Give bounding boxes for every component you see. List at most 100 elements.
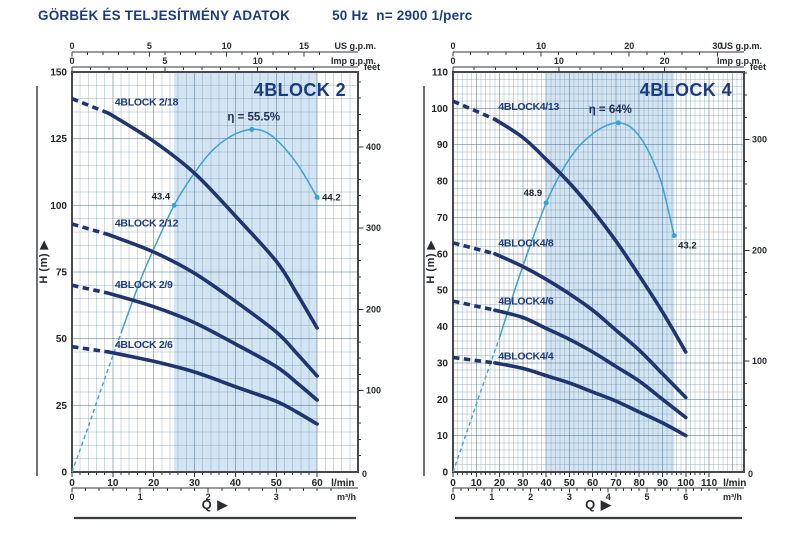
y-tick-label: 10	[437, 431, 449, 442]
x-axis-unit: l/min	[723, 478, 746, 489]
chart-title: 4BLOCK 2	[254, 80, 346, 100]
y-tick-label: 60	[437, 249, 449, 260]
x-tick-label: 0	[69, 478, 75, 489]
feet-axis	[744, 72, 750, 451]
curve-solid-segment	[107, 350, 319, 426]
pump-curve-4block-2-6: 4BLOCK 2/6	[71, 339, 319, 426]
imp-gpm-axis	[71, 66, 358, 72]
m3h-tick-label: 3	[567, 492, 572, 502]
y-tick-label: 0	[61, 468, 67, 479]
feet-zero-label: 0	[748, 469, 753, 479]
pump-curve-4block4-4: 4BLOCK4/4	[452, 350, 688, 438]
m3h-tick-label: 0	[69, 492, 74, 502]
efficiency-point	[171, 202, 177, 208]
y-tick-label: 40	[437, 322, 449, 333]
y-tick-label: 20	[437, 395, 449, 406]
us-gpm-axis	[71, 51, 358, 57]
pump-curve-4block4-13: 4BLOCK4/13	[452, 99, 688, 354]
efficiency-point	[615, 120, 621, 126]
chart-title: 4BLOCK 4	[640, 80, 732, 100]
curve-dashed-segment	[71, 283, 110, 296]
gpm-tick-label: 5	[147, 41, 152, 51]
gpm-tick-label: 0	[450, 41, 455, 51]
imp-gpm-axis	[452, 66, 744, 72]
m3h-tick-label: 1	[489, 492, 494, 502]
m3h-tick-label: 6	[683, 492, 688, 502]
x-tick-label: 110	[701, 478, 718, 489]
x-axis-unit: l/min	[331, 478, 354, 489]
efficiency-value-label: η = 55.5%	[227, 111, 280, 123]
page-heading: GÖRBÉK ÉS TELJESÍTMÉNY ADATOK 50 Hz n= 2…	[38, 8, 473, 23]
y-axis-title: H (m) ▶	[38, 240, 50, 283]
curve-dashed-segment	[452, 299, 496, 312]
x-axis-m3h	[71, 487, 358, 493]
us-gpm-axis	[452, 51, 744, 57]
efficiency-point	[671, 233, 677, 239]
curve-solid-segment	[107, 111, 319, 330]
pump-curve-4block-2-9: 4BLOCK 2/9	[71, 279, 319, 402]
x-tick-label: 70	[610, 478, 622, 489]
gpm-tick-label: 10	[536, 41, 546, 51]
feet-zero-label: 0	[362, 469, 367, 479]
pump-curve-4block4-6: 4BLOCK4/6	[452, 296, 688, 420]
m3h-tick-label: 2	[206, 492, 211, 502]
x-tick-label: 0	[450, 478, 456, 489]
curve-label: 4BLOCK 2/12	[115, 218, 179, 230]
efficiency-value-label: η = 64%	[589, 104, 632, 116]
plot-border	[71, 71, 359, 473]
curve-solid-segment	[493, 252, 688, 400]
curve-label: 4BLOCK4/8	[498, 238, 554, 250]
feet-tick-label: 300	[752, 134, 767, 144]
x-tick-label: 10	[471, 478, 483, 489]
y-tick-label: 25	[56, 401, 68, 412]
y-tick-label: 30	[437, 358, 449, 369]
gpm-tick-label: 30	[712, 41, 722, 51]
y-tick-label: 50	[437, 286, 449, 297]
efficiency-value-label: 43.4	[152, 191, 171, 202]
y-tick-label: 90	[437, 140, 449, 151]
x-tick-label: 60	[312, 478, 324, 489]
y-tick-label: 125	[50, 134, 67, 145]
curve-dashed-segment	[452, 241, 496, 256]
pump-curve-4block4-8: 4BLOCK4/8	[452, 238, 688, 400]
efficiency-curve-solid	[120, 128, 318, 334]
x-tick-label: 10	[107, 478, 119, 489]
gpm-tick-label: 10	[222, 41, 232, 51]
y-tick-label: 0	[442, 468, 448, 479]
x-tick-label: 30	[517, 478, 529, 489]
y-axis-title: H (m) ▶	[425, 240, 437, 283]
y-tick-label: 70	[437, 213, 449, 224]
m3h-tick-label: 4	[606, 492, 611, 502]
curve-label: 4BLOCK4/13	[498, 101, 559, 113]
curve-label: 4BLOCK4/6	[498, 296, 554, 308]
x-tick-label: 60	[587, 478, 599, 489]
x-axis-lmin	[452, 472, 710, 477]
gpm-axis-unit: Imp g.p.m.	[331, 56, 376, 66]
curve-solid-segment	[493, 117, 688, 354]
feet-axis-unit: feet	[364, 62, 380, 72]
page-title: GÖRBÉK ÉS TELJESÍTMÉNY ADATOK	[38, 8, 291, 23]
y-tick-label: 50	[56, 334, 68, 345]
y-tick-label: 100	[50, 201, 67, 212]
x-tick-label: 90	[657, 478, 669, 489]
y-tick-label: 110	[432, 68, 449, 79]
y-tick-label: 75	[56, 268, 68, 279]
m3h-tick-label: 5	[644, 492, 649, 502]
gpm-axis-unit: Imp g.p.m.	[717, 56, 762, 66]
feet-tick-label: 400	[366, 142, 381, 152]
gpm-axis-unit: US g.p.m.	[334, 41, 376, 51]
efficiency-curve-solid	[498, 122, 675, 338]
page-conditions: 50 Hz n= 2900 1/perc	[332, 8, 473, 23]
feet-axis	[358, 81, 364, 457]
gpm-tick-label: 15	[299, 41, 309, 51]
curve-solid-segment	[493, 308, 688, 420]
gpm-tick-label: 10	[554, 56, 564, 66]
curve-dashed-segment	[452, 99, 496, 121]
m3h-axis-unit: m³/h	[723, 492, 742, 502]
curve-label: 4BLOCK 2/18	[115, 96, 179, 108]
feet-tick-label: 200	[752, 245, 767, 255]
x-tick-label: 20	[148, 478, 160, 489]
efficiency-point	[314, 194, 320, 200]
grid	[453, 72, 744, 472]
x-tick-label: 100	[677, 478, 694, 489]
